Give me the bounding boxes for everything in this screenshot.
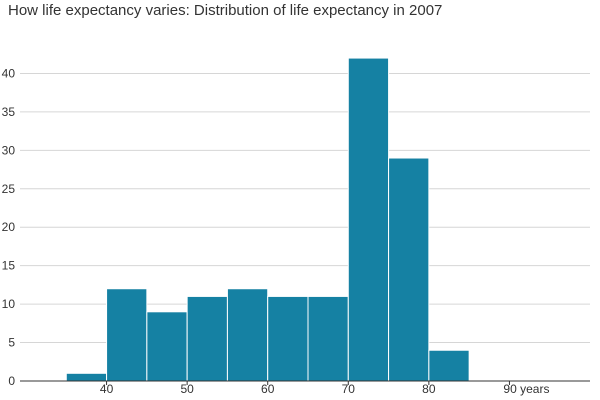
y-tick-label: 30 — [2, 143, 16, 157]
y-tick-label: 0 — [8, 374, 15, 388]
x-tick-label: 50 — [180, 382, 194, 396]
y-tick-label: 10 — [2, 297, 16, 311]
x-tick-label: 90 years — [503, 382, 549, 396]
x-tick-label: 70 — [342, 382, 356, 396]
chart-title: How life expectancy varies: Distribution… — [8, 2, 443, 19]
bar-40-45 — [106, 288, 148, 382]
y-tick-label: 5 — [8, 336, 15, 350]
y-tick-label: 15 — [2, 259, 16, 273]
x-tick-label: 60 — [261, 382, 275, 396]
axes: 0 5 10 15 20 25 30 35 40 40 50 60 70 80 90 years — [2, 66, 590, 396]
bar-60-65 — [267, 295, 309, 382]
x-tick-label: 40 — [100, 382, 114, 396]
y-tick-label: 40 — [2, 66, 16, 80]
bar-75-80 — [388, 157, 430, 382]
y-tick-label: 20 — [2, 220, 16, 234]
bar-80-85 — [428, 349, 470, 382]
bar-50-55 — [186, 295, 228, 382]
bar-65-70 — [307, 295, 349, 382]
y-tick-label: 35 — [2, 105, 16, 119]
bars — [65, 57, 470, 382]
bar-55-60 — [226, 288, 269, 382]
bar-70-75 — [347, 57, 390, 382]
x-tick-label: 80 — [422, 382, 436, 396]
y-tick-label: 25 — [2, 182, 16, 196]
bar-35-40 — [65, 372, 108, 382]
bar-45-50 — [146, 311, 188, 382]
